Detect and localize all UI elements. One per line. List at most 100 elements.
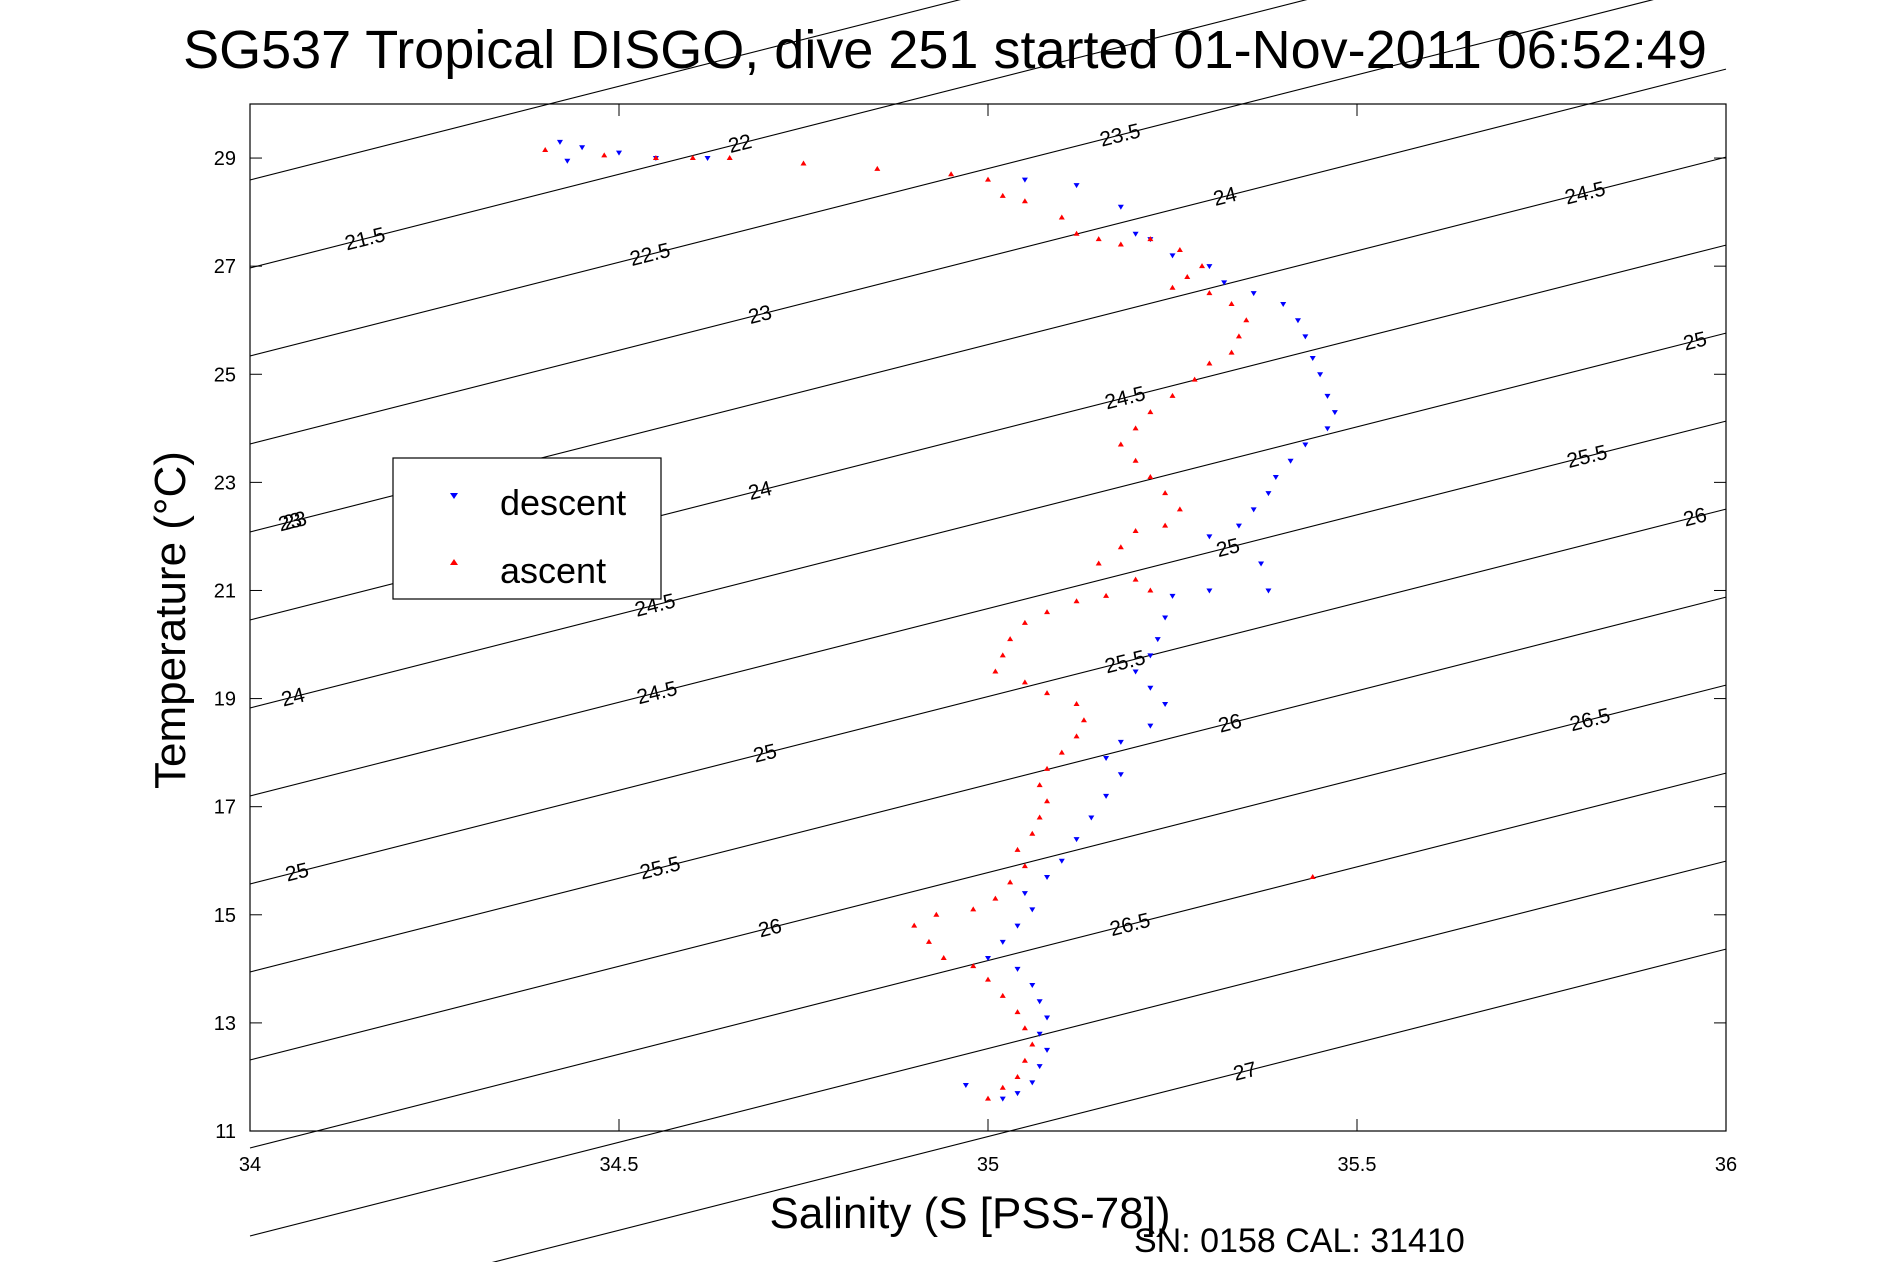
descent-point: [1280, 301, 1287, 307]
ascent-point: [999, 652, 1006, 658]
descent-point: [1206, 588, 1213, 594]
ascent-point: [1058, 214, 1065, 220]
density-contour-line: [249, 0, 1308, 269]
descent-point: [1294, 318, 1301, 324]
ascent-point: [1147, 236, 1154, 242]
descent-point: [1147, 723, 1154, 729]
y-tick-label: 25: [214, 364, 236, 386]
descent-point: [1132, 231, 1139, 237]
ascent-point: [1162, 522, 1169, 528]
descent-point: [1324, 393, 1331, 399]
ascent-point: [1191, 376, 1198, 382]
ascent-point: [1228, 349, 1235, 355]
descent-point: [1044, 1047, 1051, 1053]
descent-point: [1235, 523, 1242, 529]
descent-point: [1309, 356, 1316, 362]
ascent-point: [970, 906, 977, 912]
ascent-point: [1117, 241, 1124, 247]
ascent-point: [800, 160, 807, 166]
ascent-point: [726, 155, 733, 161]
contour-label: 26: [1216, 710, 1244, 738]
ascent-point: [1309, 873, 1316, 879]
contour-label: 25: [283, 859, 311, 887]
contour-label: 24: [279, 684, 308, 712]
serial-calibration-text: SN: 0158 CAL: 31410: [1134, 1222, 1465, 1260]
ascent-point: [1243, 317, 1250, 323]
descent-point: [999, 939, 1006, 945]
ascent-point: [1044, 765, 1051, 771]
ascent-point: [1132, 425, 1139, 431]
ascent-point: [985, 176, 991, 182]
contour-label: 25: [1214, 534, 1242, 562]
ascent-point: [1080, 717, 1087, 723]
descent-point: [1117, 204, 1124, 210]
ascent-point: [992, 895, 999, 901]
ascent-point: [1036, 782, 1043, 788]
ascent-point: [1147, 409, 1154, 415]
descent-point: [704, 156, 711, 162]
descent-point: [999, 1096, 1006, 1102]
x-axis-label: Salinity (S [PSS-78]): [769, 1189, 1170, 1238]
descent-point: [1324, 426, 1331, 432]
ascent-point: [948, 171, 955, 177]
chart-title: SG537 Tropical DISGO, dive 251 started 0…: [183, 20, 1707, 80]
descent-point: [1117, 739, 1124, 745]
descent-point: [1169, 253, 1176, 259]
y-tick-label: 15: [214, 905, 236, 927]
descent-point: [1014, 966, 1021, 972]
ascent-point: [1095, 236, 1102, 242]
ascent-point: [1044, 798, 1051, 804]
descent-point: [1258, 561, 1265, 567]
legend-descent-marker: [450, 493, 458, 499]
descent-point: [1132, 669, 1139, 675]
ascent-point: [874, 165, 881, 171]
y-tick-label: 17: [214, 797, 236, 819]
descent-point: [1073, 183, 1080, 189]
contour-label: 24: [746, 477, 775, 505]
descent-point: [1206, 534, 1213, 540]
y-axis-ticks: 11 13 15 17 19 21 23 25 27 29: [214, 148, 1726, 1143]
ascent-point: [1007, 636, 1014, 642]
descent-point: [1206, 264, 1213, 270]
descent-point: [1117, 772, 1124, 778]
ascent-point: [1021, 863, 1028, 869]
density-contour-line: [249, 684, 1727, 1061]
descent-point: [1036, 1064, 1043, 1070]
ascent-point: [1206, 360, 1213, 366]
descent-point: [1287, 458, 1294, 464]
y-tick-label: 11: [215, 1121, 236, 1143]
ascent-point: [1014, 846, 1021, 852]
legend-descent-label: descent: [500, 482, 626, 523]
ascent-point: [1029, 1041, 1036, 1047]
contour-label: 23: [276, 508, 304, 536]
ascent-point: [1044, 690, 1051, 696]
contour-label: 26: [756, 914, 784, 942]
ascent-point: [911, 922, 918, 928]
ascent-point: [940, 955, 947, 961]
x-tick-label: 34: [239, 1154, 261, 1176]
ascent-point: [1206, 290, 1213, 296]
ascent-point: [1169, 284, 1176, 290]
ascent-point: [1073, 598, 1080, 604]
ascent-point: [1036, 814, 1043, 820]
legend-box: [392, 457, 662, 600]
ascent-point: [999, 192, 1006, 198]
descent-point: [985, 956, 991, 962]
descent-point: [564, 158, 571, 164]
ascent-point: [1058, 749, 1065, 755]
contour-label: 22: [726, 130, 754, 158]
ascent-point: [933, 911, 940, 917]
y-tick-label: 27: [214, 256, 236, 278]
ascent-point: [1073, 230, 1080, 236]
descent-point: [1044, 874, 1051, 880]
descent-point: [1272, 474, 1279, 480]
ascent-point: [1199, 263, 1206, 269]
x-axis-ticks: 34 34.5 35 35.5 36: [239, 104, 1737, 1176]
descent-point: [1331, 410, 1338, 416]
ascent-point: [1176, 246, 1183, 252]
ascent-point: [1132, 457, 1139, 463]
y-axis-label: Temperature (°C): [146, 451, 195, 789]
x-tick-label: 35: [977, 1154, 999, 1176]
density-contour-line: [249, 596, 1727, 973]
y-tick-label: 29: [214, 148, 236, 170]
